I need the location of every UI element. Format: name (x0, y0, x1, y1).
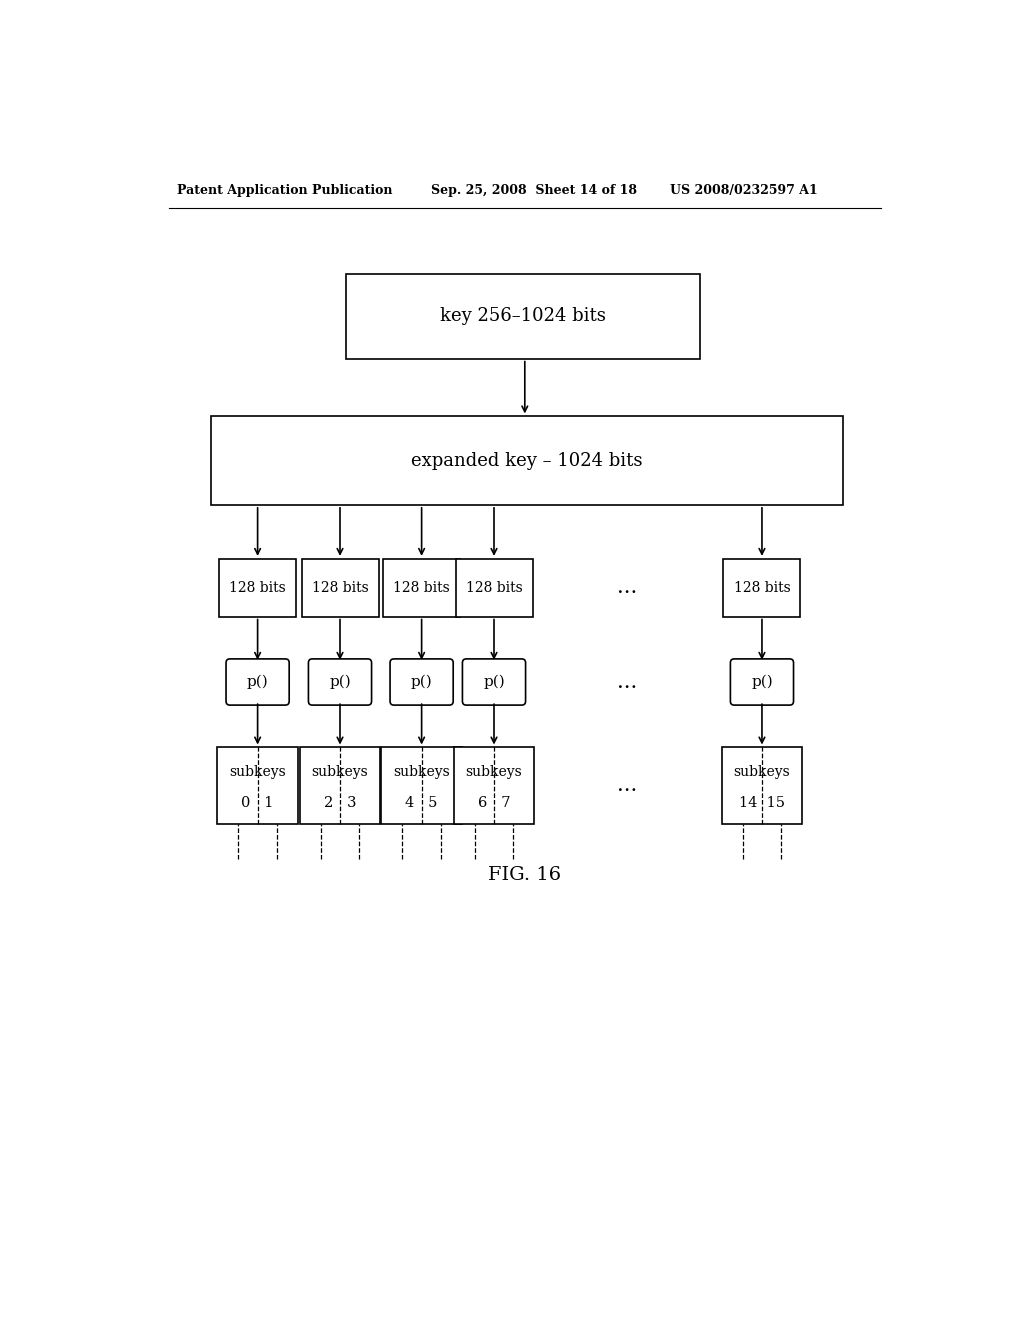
Text: ...: ... (617, 672, 637, 692)
FancyBboxPatch shape (308, 659, 372, 705)
FancyBboxPatch shape (217, 747, 298, 825)
Text: subkeys: subkeys (393, 766, 450, 779)
FancyBboxPatch shape (390, 659, 454, 705)
Text: p(): p() (247, 675, 268, 689)
Text: 128 bits: 128 bits (393, 581, 450, 595)
Text: Sep. 25, 2008  Sheet 14 of 18: Sep. 25, 2008 Sheet 14 of 18 (431, 185, 637, 197)
Text: FIG. 16: FIG. 16 (488, 866, 561, 883)
Text: 128 bits: 128 bits (466, 581, 522, 595)
Text: subkeys: subkeys (733, 766, 791, 779)
Text: 4   5: 4 5 (406, 796, 438, 810)
FancyBboxPatch shape (383, 558, 460, 616)
Text: p(): p() (751, 675, 773, 689)
FancyBboxPatch shape (226, 659, 289, 705)
Text: p(): p() (483, 675, 505, 689)
Text: 6   7: 6 7 (478, 796, 510, 810)
Text: US 2008/0232597 A1: US 2008/0232597 A1 (670, 185, 817, 197)
Text: 0   1: 0 1 (242, 796, 273, 810)
Text: 128 bits: 128 bits (733, 581, 791, 595)
Text: subkeys: subkeys (229, 766, 286, 779)
FancyBboxPatch shape (219, 558, 296, 616)
Text: 14  15: 14 15 (739, 796, 785, 810)
FancyBboxPatch shape (454, 747, 535, 825)
FancyBboxPatch shape (300, 747, 381, 825)
FancyBboxPatch shape (301, 558, 379, 616)
Text: p(): p() (411, 675, 432, 689)
FancyBboxPatch shape (724, 558, 801, 616)
FancyBboxPatch shape (211, 416, 843, 506)
FancyBboxPatch shape (456, 558, 532, 616)
FancyBboxPatch shape (463, 659, 525, 705)
Text: subkeys: subkeys (466, 766, 522, 779)
Text: expanded key – 1024 bits: expanded key – 1024 bits (412, 451, 643, 470)
Text: subkeys: subkeys (311, 766, 369, 779)
Text: Patent Application Publication: Patent Application Publication (177, 185, 392, 197)
FancyBboxPatch shape (381, 747, 462, 825)
FancyBboxPatch shape (730, 659, 794, 705)
Text: p(): p() (329, 675, 351, 689)
FancyBboxPatch shape (346, 275, 700, 359)
FancyBboxPatch shape (722, 747, 803, 825)
Text: 128 bits: 128 bits (311, 581, 369, 595)
Text: ...: ... (617, 776, 637, 796)
Text: 128 bits: 128 bits (229, 581, 286, 595)
Text: ...: ... (617, 578, 637, 597)
Text: 2   3: 2 3 (324, 796, 356, 810)
Text: key 256–1024 bits: key 256–1024 bits (440, 308, 606, 325)
